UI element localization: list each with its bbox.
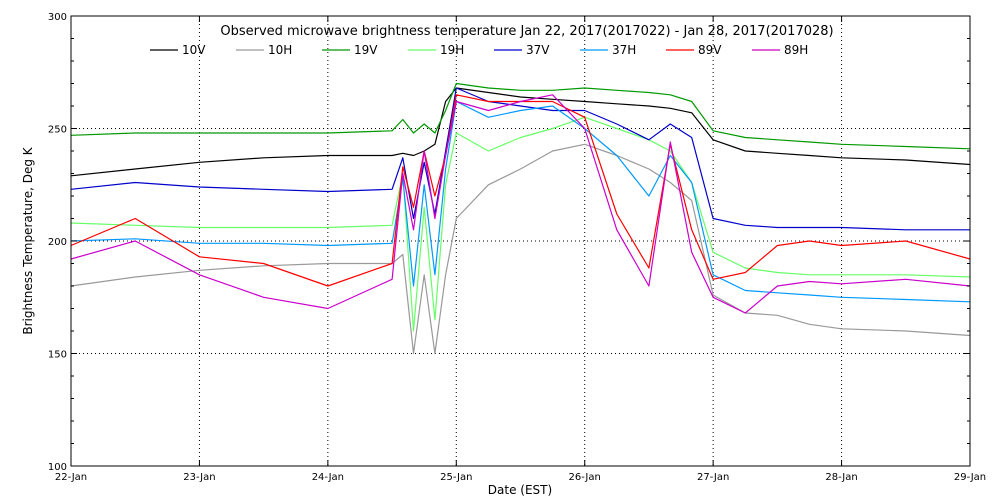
- x-tick-label: 26-Jan: [569, 472, 601, 483]
- series-lines: [70, 82, 971, 355]
- grid: [71, 16, 970, 466]
- y-tick-label: 150: [48, 350, 67, 361]
- legend-label-37h: 37H: [612, 43, 636, 57]
- legend-label-10h: 10H: [268, 43, 292, 57]
- x-tick-label: 24-Jan: [312, 472, 344, 483]
- y-tick-label: 250: [48, 125, 67, 136]
- x-tick-label: 27-Jan: [697, 472, 729, 483]
- series-line-37h: [70, 100, 971, 303]
- x-tick-label: 25-Jan: [440, 472, 472, 483]
- y-tick-label: 100: [48, 462, 67, 473]
- axis-ticks: 22-Jan 23-Jan 24-Jan 25-Jan 26-Jan 27-Jan 28-J…: [48, 12, 986, 483]
- x-tick-label: 22-Jan: [55, 472, 87, 483]
- legend: 10V 10H 19V 19H 37V 37H 89V 89H: [150, 43, 808, 57]
- series-line-89h: [70, 94, 971, 314]
- y-tick-label: 300: [48, 12, 67, 23]
- x-tick-label: 29-Jan: [954, 472, 986, 483]
- legend-label-89v: 89V: [698, 43, 722, 57]
- legend-label-10v: 10V: [182, 43, 206, 57]
- legend-label-89h: 89H: [784, 43, 808, 57]
- chart-title: Observed microwave brightness temperatur…: [220, 24, 833, 39]
- series-line-10v: [70, 87, 971, 177]
- legend-label-19v: 19V: [354, 43, 378, 57]
- x-tick-label: 23-Jan: [183, 472, 215, 483]
- y-axis-title: Brightness Temperature, Deg K: [21, 146, 35, 334]
- series-line-19v: [70, 82, 971, 150]
- legend-label-19h: 19H: [440, 43, 464, 57]
- series-line-10h: [70, 143, 971, 355]
- x-axis-title: Date (EST): [488, 483, 552, 497]
- series-line-19h: [70, 116, 971, 332]
- x-tick-label: 28-Jan: [825, 472, 857, 483]
- series-line-37v: [70, 87, 970, 231]
- legend-label-37v: 37V: [526, 43, 550, 57]
- y-tick-label: 200: [48, 237, 67, 248]
